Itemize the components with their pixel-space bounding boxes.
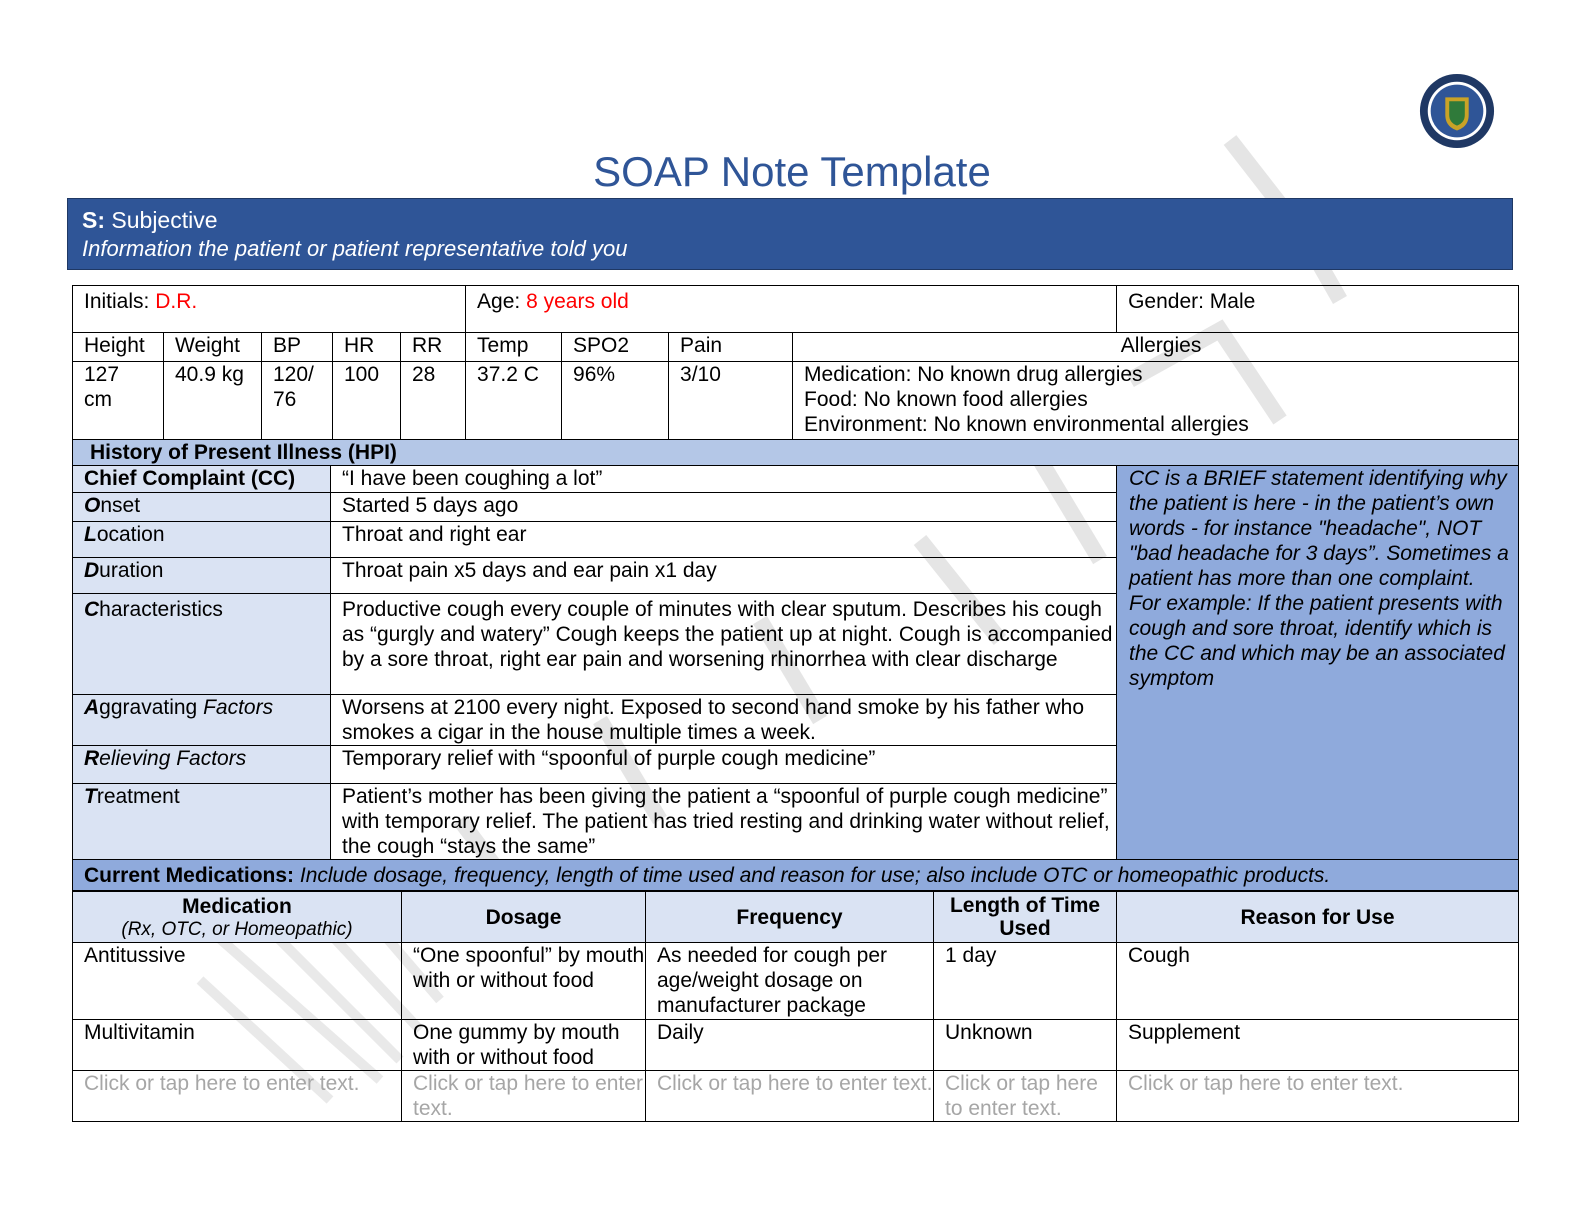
hpi-heading: History of Present Illness (HPI)	[71, 439, 1520, 466]
height-unit: cm	[84, 388, 112, 411]
medication-cell[interactable]: Multivitamin	[72, 1019, 402, 1071]
allergies-value[interactable]: Medication: No known drug allergies Food…	[792, 361, 1520, 440]
relieving-factors-label: Relieving Factors	[72, 745, 331, 784]
frequency-placeholder[interactable]: Click or tap here to enter text.	[645, 1070, 934, 1122]
age-cell[interactable]: Age: 8 years old	[465, 285, 1118, 333]
table-row: Click or tap here to enter text. Click o…	[72, 1070, 1519, 1122]
table-row: Antitussive “One spoonful” by mouth with…	[72, 942, 1519, 1020]
onset-value[interactable]: Started 5 days ago	[330, 492, 1117, 522]
gender-label: Gender:	[1128, 290, 1210, 313]
section-letter: S:	[82, 207, 105, 233]
frequency-col-header: Frequency	[645, 891, 934, 943]
medications-table: Medication (Rx, OTC, or Homeopathic) Dos…	[72, 891, 1519, 1122]
rr-header: RR	[399, 332, 467, 362]
height-header: Height	[72, 332, 164, 362]
reason-cell[interactable]: Cough	[1116, 942, 1519, 1020]
reason-cell[interactable]: Supplement	[1116, 1019, 1519, 1071]
length-cell[interactable]: Unknown	[933, 1019, 1117, 1071]
spo2-value[interactable]: 96%	[561, 361, 670, 440]
dosage-cell[interactable]: “One spoonful” by mouth with or without …	[401, 942, 646, 1020]
subjective-table: Initials: D.R. Age: 8 years old Gender: …	[71, 285, 1520, 466]
location-value[interactable]: Throat and right ear	[330, 521, 1117, 558]
length-col-header: Length of Time Used	[933, 891, 1117, 943]
cc-value[interactable]: “I have been coughing a lot”	[330, 465, 1117, 493]
height-value[interactable]: 127 cm	[72, 361, 164, 440]
rr-value[interactable]: 28	[399, 361, 467, 440]
dosage-col-header: Dosage	[401, 891, 646, 943]
allergy-medication: Medication: No known drug allergies	[804, 363, 1143, 386]
cc-guidance-note: CC is a BRIEF statement identifying why …	[1116, 465, 1519, 860]
aggravating-factors-label: Aggravating Factors	[72, 694, 331, 746]
medication-cell[interactable]: Antitussive	[72, 942, 402, 1020]
aggravating-factors-value[interactable]: Worsens at 2100 every night. Exposed to …	[330, 694, 1117, 746]
bp-systolic: 120/	[273, 363, 314, 386]
reason-placeholder[interactable]: Click or tap here to enter text.	[1116, 1070, 1519, 1122]
height-number: 127	[84, 363, 120, 386]
medication-col-title: Medication	[182, 894, 292, 918]
age-label: Age:	[477, 290, 527, 313]
location-label: Location	[72, 521, 331, 558]
pain-header: Pain	[668, 332, 794, 362]
dosage-cell[interactable]: One gummy by mouth with or without food	[401, 1019, 646, 1071]
age-value: 8 years old	[526, 290, 629, 313]
frequency-cell[interactable]: Daily	[645, 1019, 934, 1071]
weight-value[interactable]: 40.9 kg	[163, 361, 262, 440]
bp-header: BP	[261, 332, 333, 362]
table-row: Multivitamin One gummy by mouth with or …	[72, 1019, 1519, 1071]
duration-value[interactable]: Throat pain x5 days and ear pain x1 day	[330, 557, 1117, 594]
treatment-label: Treatment	[72, 783, 331, 860]
section-description: Information the patient or patient repre…	[82, 236, 628, 261]
gender-value: Male	[1209, 290, 1256, 313]
relieving-factors-value[interactable]: Temporary relief with “spoonful of purpl…	[330, 745, 1117, 784]
hr-header: HR	[332, 332, 401, 362]
initials-cell[interactable]: Initials: D.R.	[71, 285, 467, 333]
medication-col-header: Medication (Rx, OTC, or Homeopathic)	[72, 891, 402, 943]
hpi-table: Chief Complaint (CC) “I have been coughi…	[72, 465, 1519, 891]
spo2-header: SPO2	[561, 332, 670, 362]
onset-label: Onset	[72, 492, 331, 522]
temp-value[interactable]: 37.2 C	[465, 361, 563, 440]
cc-label: Chief Complaint (CC)	[72, 465, 331, 493]
characteristics-label: Characteristics	[72, 593, 331, 695]
reason-col-header: Reason for Use	[1116, 891, 1519, 943]
length-cell[interactable]: 1 day	[933, 942, 1117, 1020]
medication-placeholder[interactable]: Click or tap here to enter text.	[72, 1070, 402, 1122]
bp-diastolic: 76	[273, 388, 297, 411]
characteristics-value[interactable]: Productive cough every couple of minutes…	[330, 593, 1117, 695]
initials-value: D.R.	[155, 290, 198, 313]
medication-col-subtitle: (Rx, OTC, or Homeopathic)	[121, 918, 353, 940]
subjective-section-header: S: Subjective Information the patient or…	[67, 198, 1513, 270]
treatment-value[interactable]: Patient’s mother has been giving the pat…	[330, 783, 1117, 860]
length-placeholder[interactable]: Click or tap here to enter text.	[933, 1070, 1117, 1122]
initials-label: Initials:	[84, 290, 156, 313]
pain-value[interactable]: 3/10	[668, 361, 794, 440]
gender-cell[interactable]: Gender: Male	[1116, 285, 1520, 333]
bp-value[interactable]: 120/76	[261, 361, 333, 440]
duration-label: Duration	[72, 557, 331, 594]
dosage-placeholder[interactable]: Click or tap here to enter text.	[401, 1070, 646, 1122]
frequency-cell[interactable]: As needed for cough per age/weight dosag…	[645, 942, 934, 1020]
allergy-environment: Environment: No known environmental alle…	[804, 413, 1249, 436]
temp-header: Temp	[465, 332, 563, 362]
hr-value[interactable]: 100	[332, 361, 401, 440]
allergies-header: Allergies	[792, 332, 1520, 362]
section-name: Subjective	[111, 207, 218, 233]
weight-header: Weight	[163, 332, 262, 362]
allergy-food: Food: No known food allergies	[804, 388, 1088, 411]
current-medications-heading: Current Medications: Include dosage, fre…	[72, 859, 1519, 891]
university-seal-logo	[1419, 73, 1495, 149]
page-title: SOAP Note Template	[593, 148, 991, 195]
